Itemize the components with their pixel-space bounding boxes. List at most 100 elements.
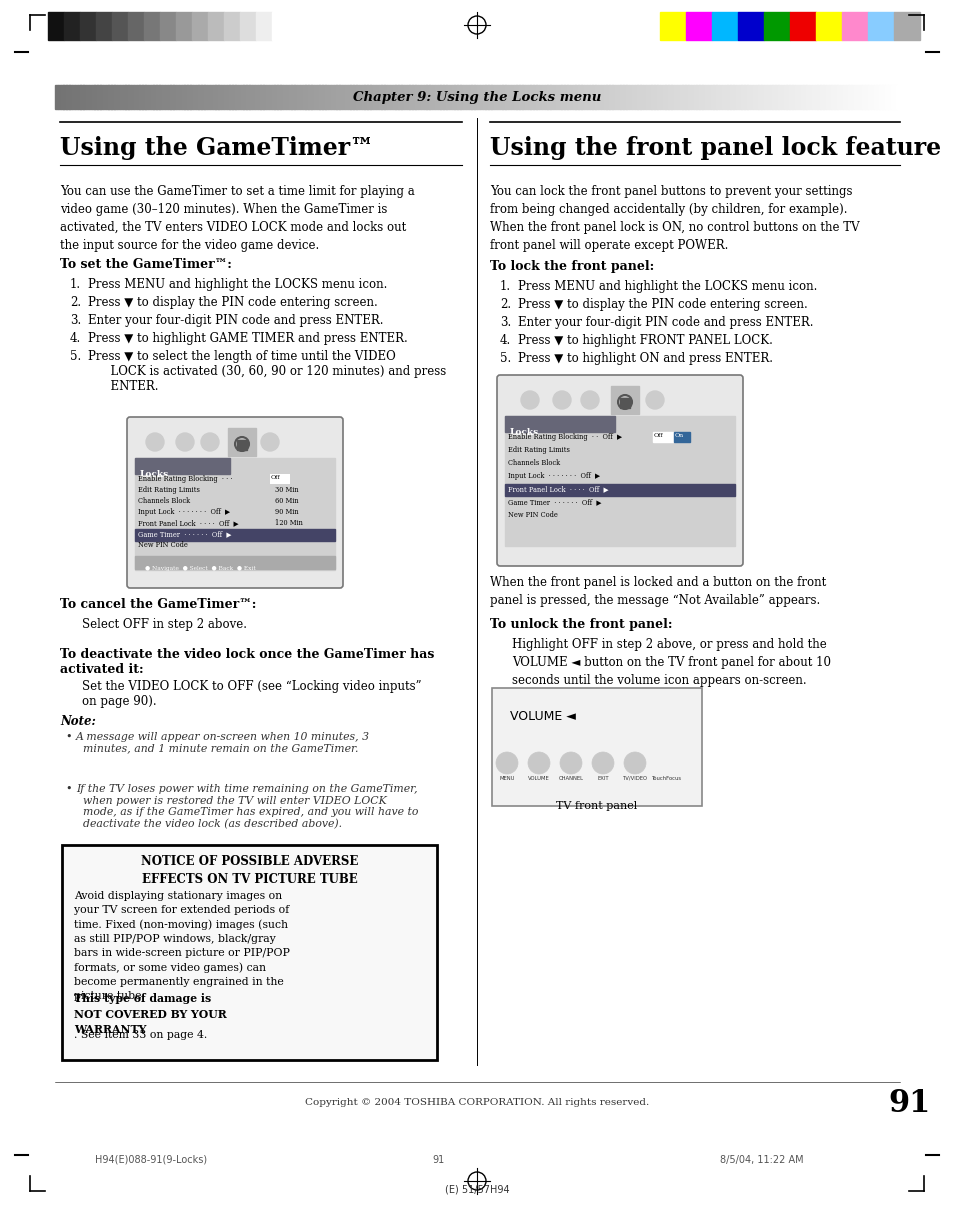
Bar xyxy=(541,84,544,109)
Text: To set the GameTimer™:: To set the GameTimer™: xyxy=(60,258,232,271)
Bar xyxy=(474,84,477,109)
Bar xyxy=(572,84,576,109)
Bar xyxy=(721,84,724,109)
Bar xyxy=(782,84,786,109)
Bar xyxy=(769,84,772,109)
Bar xyxy=(876,84,879,109)
Bar xyxy=(255,12,273,40)
Bar xyxy=(831,84,834,109)
Bar xyxy=(451,84,455,109)
Bar xyxy=(547,84,550,109)
Bar xyxy=(847,84,851,109)
Text: VOLUME ◄: VOLUME ◄ xyxy=(510,710,576,724)
Bar xyxy=(240,12,256,40)
Bar xyxy=(592,84,595,109)
Bar xyxy=(575,84,578,109)
Bar xyxy=(66,84,70,109)
Bar xyxy=(735,84,739,109)
Bar xyxy=(294,84,297,109)
Bar xyxy=(504,416,734,546)
Text: Enter your four-digit PIN code and press ENTER.: Enter your four-digit PIN code and press… xyxy=(88,314,383,327)
Bar xyxy=(841,84,845,109)
Bar xyxy=(834,84,837,109)
Bar xyxy=(476,84,479,109)
Bar xyxy=(516,84,519,109)
Bar xyxy=(314,84,316,109)
Bar xyxy=(766,84,769,109)
Bar xyxy=(859,84,862,109)
Bar xyxy=(283,84,286,109)
Bar xyxy=(862,84,864,109)
Bar xyxy=(148,84,151,109)
Bar xyxy=(269,84,272,109)
Bar xyxy=(497,84,499,109)
Bar xyxy=(617,84,620,109)
Bar xyxy=(657,84,659,109)
Bar xyxy=(228,428,255,456)
Text: Press MENU and highlight the LOCKS menu icon.: Press MENU and highlight the LOCKS menu … xyxy=(517,280,817,293)
Bar xyxy=(291,84,294,109)
Text: This type of damage is
NOT COVERED BY YOUR
WARRANTY: This type of damage is NOT COVERED BY YO… xyxy=(74,993,227,1035)
Bar xyxy=(507,84,511,109)
Text: You can lock the front panel buttons to prevent your settings
from being changed: You can lock the front panel buttons to … xyxy=(490,185,859,252)
Bar xyxy=(187,84,191,109)
Bar xyxy=(302,84,306,109)
Bar xyxy=(628,84,632,109)
Bar xyxy=(634,84,638,109)
Text: New PIN Code: New PIN Code xyxy=(507,511,558,519)
Bar xyxy=(710,84,713,109)
Bar xyxy=(844,84,848,109)
Text: Copyright © 2004 TOSHIBA CORPORATION. All rights reserved.: Copyright © 2004 TOSHIBA CORPORATION. Al… xyxy=(305,1097,648,1107)
Text: VOLUME: VOLUME xyxy=(528,775,549,781)
Bar xyxy=(873,84,876,109)
Bar xyxy=(820,84,822,109)
Bar xyxy=(504,84,508,109)
Bar xyxy=(780,84,783,109)
Bar xyxy=(811,84,814,109)
Bar xyxy=(272,84,274,109)
Bar xyxy=(178,84,182,109)
Text: Input Lock  · · · · · · ·  Off  ▶: Input Lock · · · · · · · Off ▶ xyxy=(138,508,230,516)
Bar xyxy=(815,12,841,40)
Bar xyxy=(97,84,100,109)
Bar xyxy=(229,84,233,109)
Bar xyxy=(882,84,884,109)
Text: 2.: 2. xyxy=(499,298,511,311)
Bar xyxy=(738,84,741,109)
Text: Input Lock  · · · · · · ·  Off  ▶: Input Lock · · · · · · · Off ▶ xyxy=(507,472,599,480)
Bar xyxy=(370,84,373,109)
Text: EXIT: EXIT xyxy=(597,775,608,781)
Bar xyxy=(236,440,247,450)
Bar xyxy=(128,12,144,40)
Bar xyxy=(763,12,789,40)
Circle shape xyxy=(527,753,550,774)
Bar xyxy=(390,84,393,109)
Text: To unlock the front panel:: To unlock the front panel: xyxy=(490,617,672,631)
Bar xyxy=(192,12,209,40)
Circle shape xyxy=(580,391,598,409)
Bar xyxy=(344,84,348,109)
Text: NOTICE OF POSSIBLE ADVERSE
EFFECTS ON TV PICTURE TUBE: NOTICE OF POSSIBLE ADVERSE EFFECTS ON TV… xyxy=(141,855,357,886)
Bar xyxy=(64,12,80,40)
Bar xyxy=(729,84,733,109)
Bar xyxy=(213,84,215,109)
Bar xyxy=(758,84,760,109)
Bar xyxy=(510,84,514,109)
Bar xyxy=(305,84,309,109)
Circle shape xyxy=(553,391,571,409)
Bar xyxy=(775,84,778,109)
Bar xyxy=(544,84,547,109)
Bar xyxy=(432,84,435,109)
Bar xyxy=(139,84,143,109)
Bar xyxy=(566,84,570,109)
Bar xyxy=(91,84,94,109)
Bar xyxy=(165,84,168,109)
Bar xyxy=(499,84,502,109)
Bar xyxy=(713,84,716,109)
Bar xyxy=(654,84,657,109)
Bar xyxy=(198,84,202,109)
Bar xyxy=(856,84,860,109)
Bar xyxy=(642,84,645,109)
Bar xyxy=(195,84,199,109)
Bar xyxy=(797,84,801,109)
